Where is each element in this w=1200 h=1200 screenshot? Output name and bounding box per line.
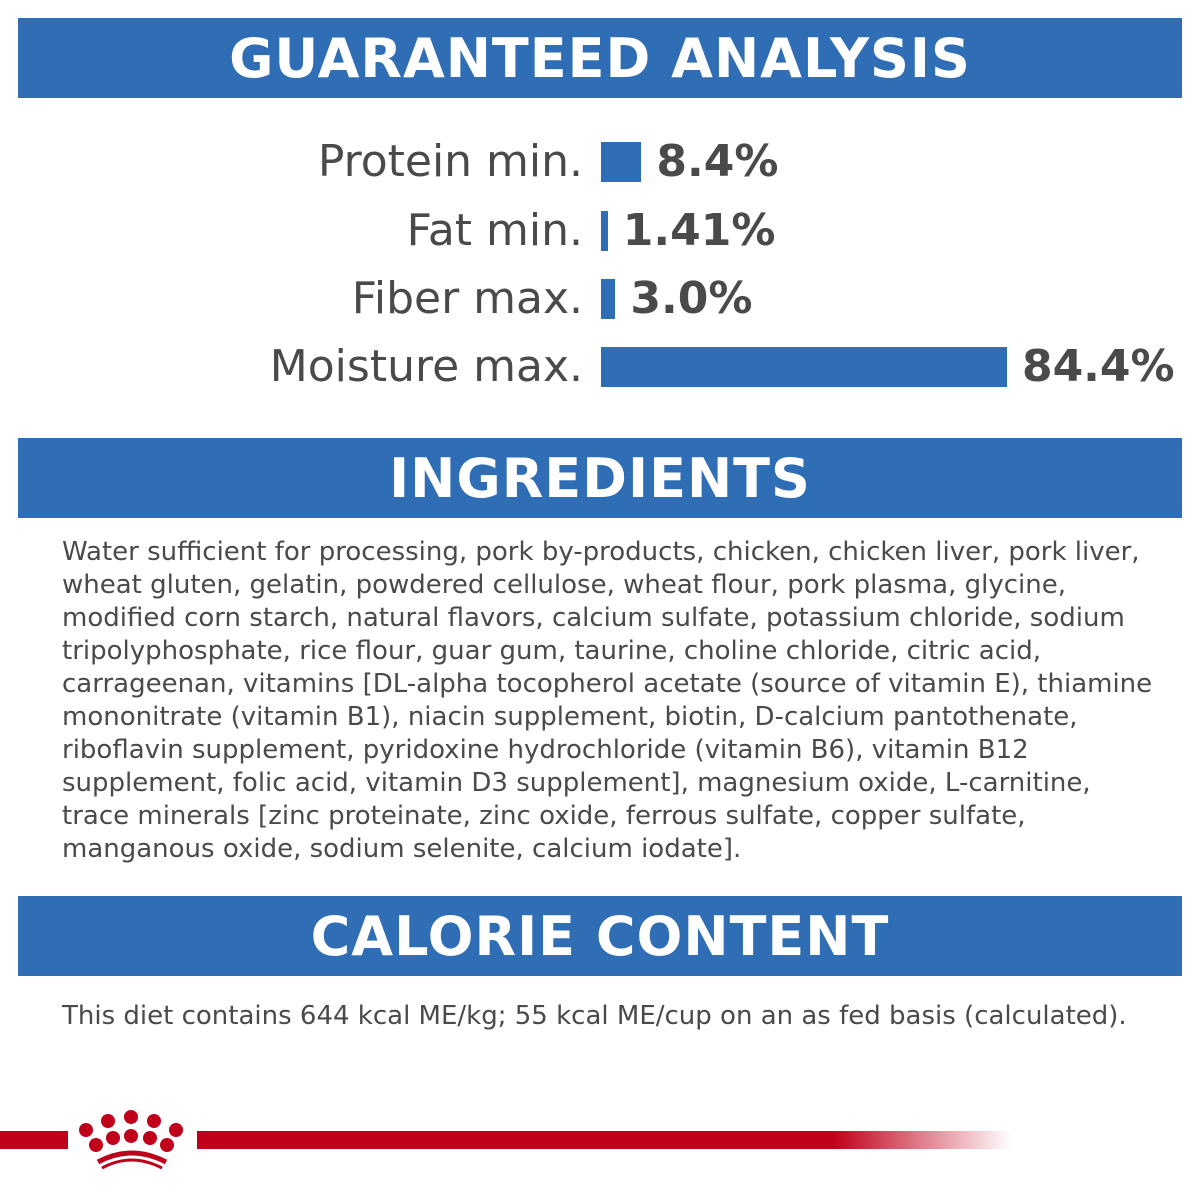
- calorie-header: CALORIE CONTENT: [18, 896, 1182, 976]
- ingredients-text: Water sufficient for processing, pork by…: [62, 537, 1153, 864]
- analysis-row: Fat min. 1.41%: [0, 201, 1200, 261]
- analysis-row: Moisture max. 84.4%: [0, 337, 1200, 397]
- analysis-row: Protein min. 8.4%: [0, 132, 1200, 192]
- nutrient-value: 3.0%: [630, 273, 753, 324]
- ingredients-title: INGREDIENTS: [389, 446, 811, 510]
- nutrient-value: 8.4%: [656, 136, 779, 187]
- nutrient-value: 84.4%: [1021, 341, 1175, 392]
- calorie-text: This diet contains 644 kcal ME/kg; 55 kc…: [62, 1001, 1127, 1031]
- nutrient-label: Fat min.: [406, 205, 583, 256]
- ingredients-header: INGREDIENTS: [18, 438, 1182, 518]
- analysis-header: GUARANTEED ANALYSIS: [18, 18, 1182, 98]
- crown-icon: [79, 1110, 183, 1170]
- brand-line-left: [0, 1131, 68, 1149]
- nutrient-label: Protein min.: [317, 136, 583, 187]
- nutrient-label: Moisture max.: [269, 341, 583, 392]
- analysis-title: GUARANTEED ANALYSIS: [229, 26, 971, 90]
- nutrient-label: Fiber max.: [351, 273, 583, 324]
- nutrient-bar: [601, 347, 1007, 387]
- nutrient-bar: [601, 142, 642, 182]
- analysis-row: Fiber max. 3.0%: [0, 269, 1200, 329]
- calorie-title: CALORIE CONTENT: [310, 904, 890, 968]
- nutrient-bar: [601, 279, 616, 319]
- nutrient-bar: [601, 211, 608, 251]
- brand-line-right: [197, 1131, 1012, 1149]
- nutrient-value: 1.41%: [622, 205, 776, 256]
